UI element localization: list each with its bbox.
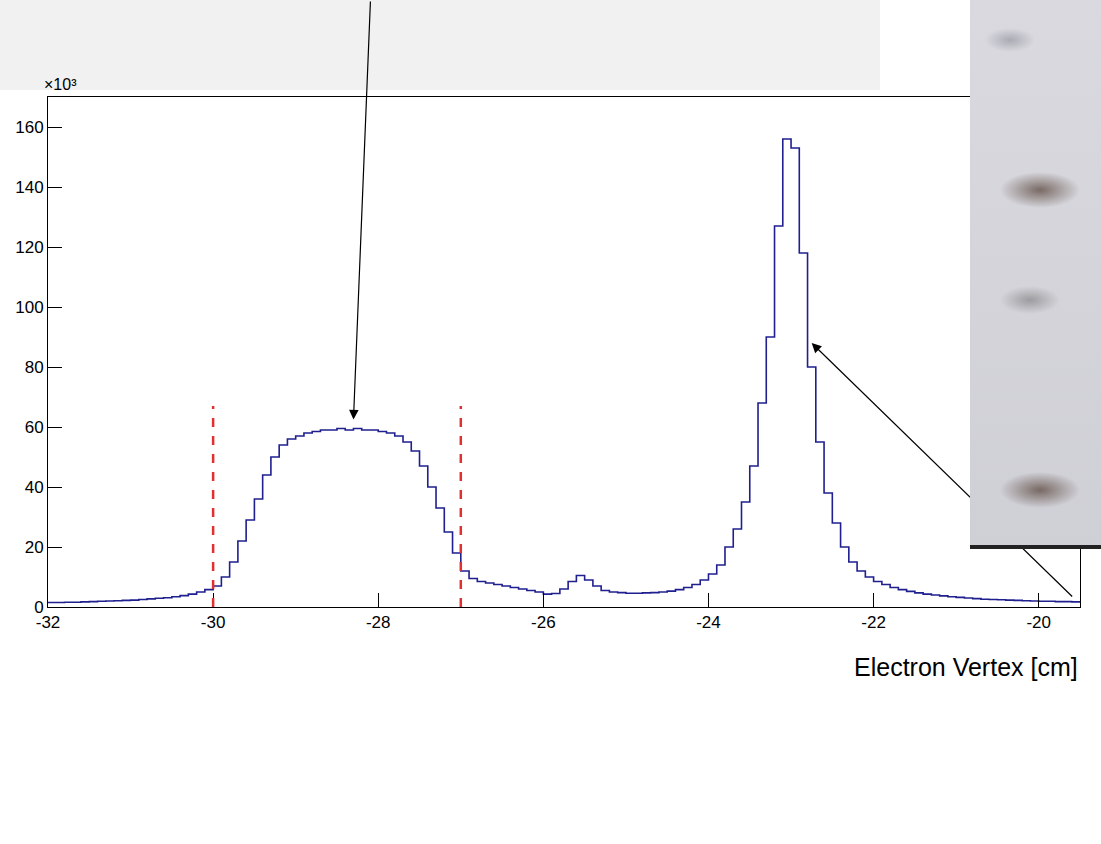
svg-text:-26: -26 [531, 613, 556, 632]
svg-text:40: 40 [25, 478, 44, 497]
svg-text:-20: -20 [1026, 613, 1051, 632]
svg-text:×10³: ×10³ [44, 76, 77, 93]
svg-text:-24: -24 [696, 613, 721, 632]
svg-text:140: 140 [15, 178, 43, 197]
svg-text:120: 120 [15, 238, 43, 257]
svg-text:-32: -32 [36, 613, 61, 632]
svg-text:160: 160 [15, 118, 43, 137]
svg-text:-22: -22 [861, 613, 886, 632]
svg-text:Electron Vertex [cm]: Electron Vertex [cm] [854, 653, 1078, 681]
svg-text:20: 20 [25, 538, 44, 557]
svg-text:60: 60 [25, 418, 44, 437]
svg-text:-30: -30 [201, 613, 226, 632]
svg-text:-28: -28 [366, 613, 391, 632]
svg-text:100: 100 [15, 298, 43, 317]
svg-text:80: 80 [25, 358, 44, 377]
svg-text:0: 0 [34, 598, 43, 617]
